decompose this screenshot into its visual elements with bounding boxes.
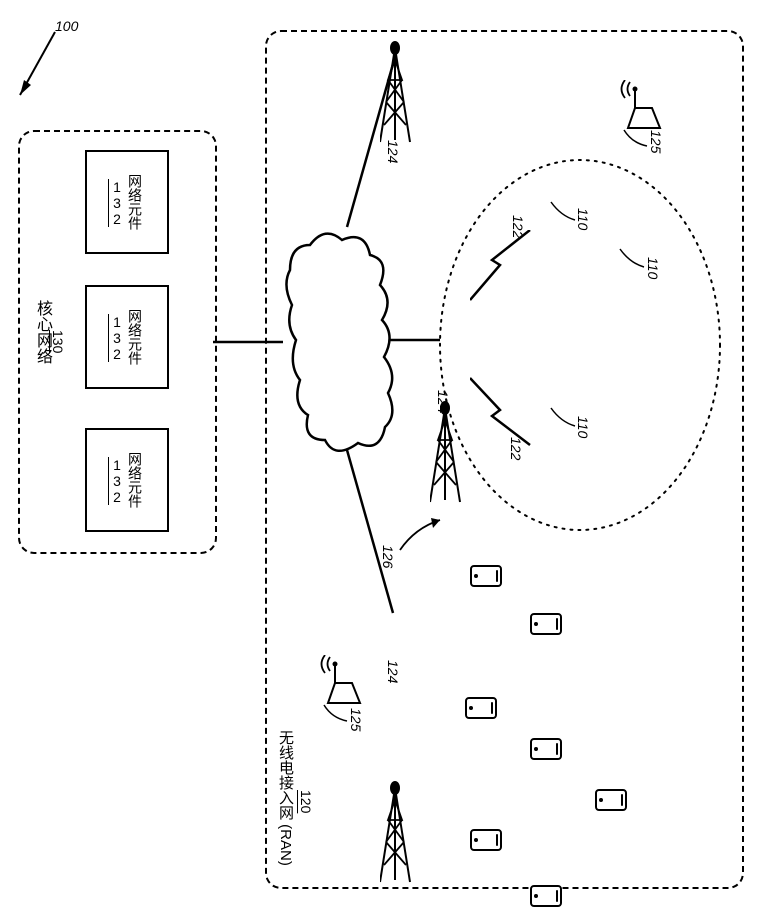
ue-ref-3: 110 xyxy=(645,257,661,279)
tower-3-ref: 124 xyxy=(385,660,401,683)
network-element-3-ref: 132 xyxy=(109,457,125,505)
diagram-stage: 100 核心网络 130 网络元件 132 网络元件 132 网络元件 132 … xyxy=(0,0,757,913)
ue-6 xyxy=(530,885,562,907)
ue-leader-3 xyxy=(618,247,648,275)
ue-ref-1: 110 xyxy=(575,208,591,230)
cloud-tower-link-3 xyxy=(345,450,395,615)
network-element-2: 网络元件 132 xyxy=(85,285,169,389)
tower-1 xyxy=(380,40,757,150)
network-element-2-label: 网络元件 xyxy=(125,309,145,365)
ue-4 xyxy=(530,613,562,635)
network-element-3-label: 网络元件 xyxy=(125,452,145,508)
cell-ref: 126 xyxy=(380,545,396,568)
network-element-1-ref: 132 xyxy=(109,179,125,227)
network-element-2-ref: 132 xyxy=(109,314,125,362)
cell-leader xyxy=(395,518,445,558)
network-element-1-label: 网络元件 xyxy=(125,174,145,230)
ue-2 xyxy=(465,697,497,719)
ue-5 xyxy=(530,738,562,760)
core-network-ref: 130 xyxy=(50,330,66,353)
ap-2-ref: 125 xyxy=(348,708,364,731)
network-element-1: 网络元件 132 xyxy=(85,150,169,254)
ue-3 xyxy=(470,829,502,851)
ran-ref: 120 xyxy=(298,790,314,813)
network-element-3: 网络元件 132 xyxy=(85,428,169,532)
ran-title: 无线电接入网 (RAN) xyxy=(275,730,296,866)
figure-ref: 100 xyxy=(55,18,78,34)
ue-8 xyxy=(595,789,627,811)
cloud xyxy=(280,215,400,465)
ue-ref-2: 110 xyxy=(575,416,591,438)
ap-2 xyxy=(320,655,370,710)
ue-1 xyxy=(470,565,502,587)
ap-1 xyxy=(620,80,670,135)
tower-3 xyxy=(380,780,757,890)
